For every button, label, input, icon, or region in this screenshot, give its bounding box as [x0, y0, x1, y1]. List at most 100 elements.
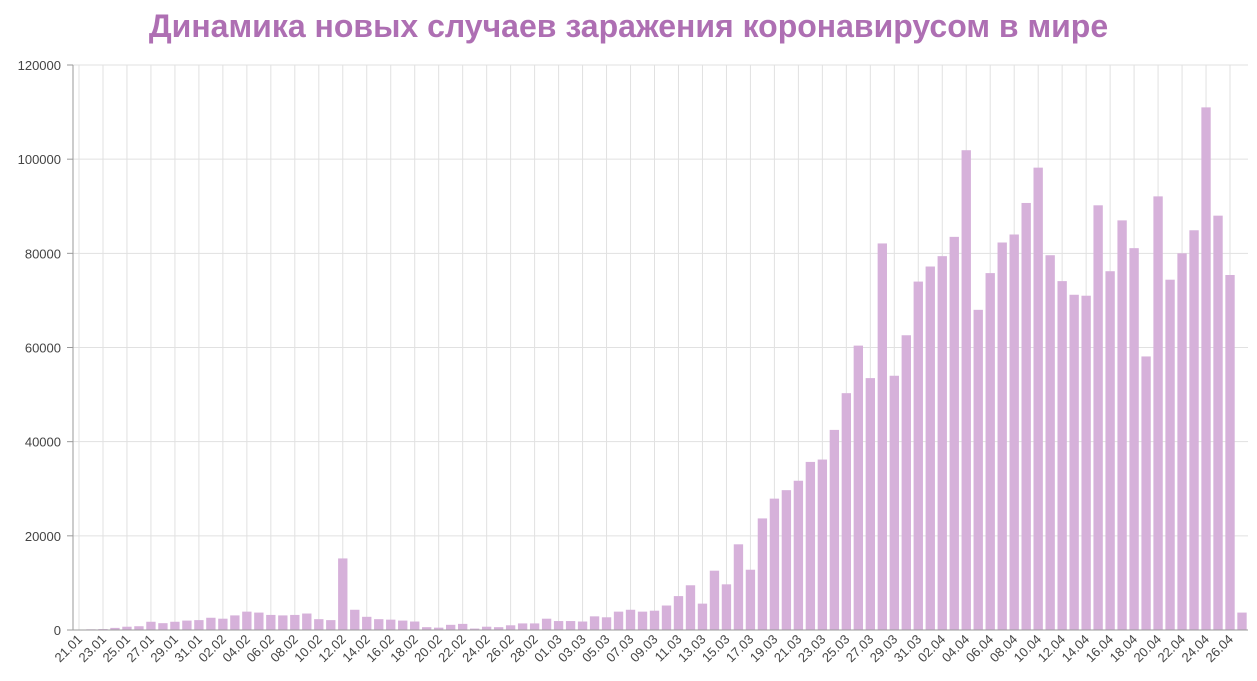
y-tick-label: 40000	[25, 435, 61, 450]
bar	[985, 273, 995, 630]
x-tick-label: 26.04	[1203, 632, 1237, 666]
bar	[541, 618, 552, 630]
bar	[673, 596, 684, 630]
bar	[350, 609, 360, 630]
bar	[1225, 274, 1235, 630]
bar	[1081, 295, 1091, 630]
bar	[1093, 205, 1103, 630]
bar	[913, 281, 923, 630]
bar	[1105, 271, 1115, 630]
bar	[1009, 234, 1019, 630]
bar	[1021, 202, 1031, 630]
bar	[314, 619, 324, 630]
bar	[242, 611, 252, 630]
bar	[829, 429, 840, 630]
bar	[446, 624, 456, 630]
y-tick-label: 60000	[25, 341, 61, 356]
bar	[853, 345, 864, 630]
bar	[1033, 167, 1043, 630]
bar	[937, 256, 947, 630]
bar	[1189, 230, 1199, 630]
bar	[697, 603, 708, 630]
bar	[805, 461, 816, 630]
bar	[709, 570, 720, 630]
bar	[733, 544, 744, 630]
bar	[565, 621, 576, 630]
bar	[1213, 215, 1223, 630]
y-tick-label: 100000	[18, 152, 61, 167]
bar	[374, 619, 384, 630]
bar	[338, 558, 348, 630]
bar	[589, 616, 600, 630]
bar	[386, 619, 396, 630]
bar	[637, 611, 648, 630]
bar	[1141, 356, 1151, 630]
bar	[230, 615, 240, 630]
bar	[1165, 279, 1175, 630]
bar	[793, 480, 804, 630]
bar	[469, 628, 480, 630]
bar	[1201, 107, 1211, 630]
bar	[290, 614, 300, 630]
bar	[326, 620, 336, 630]
bar	[685, 585, 696, 630]
bar	[266, 614, 276, 630]
bar	[110, 627, 120, 630]
bar	[122, 626, 132, 630]
bar	[254, 612, 264, 630]
bar	[781, 490, 792, 630]
bar	[182, 620, 192, 630]
bar	[757, 518, 768, 630]
bar	[841, 393, 852, 630]
axes	[67, 64, 1248, 631]
bar	[1057, 281, 1067, 630]
bar	[889, 375, 899, 630]
y-tick-label: 20000	[25, 529, 61, 544]
bar	[661, 605, 672, 630]
bar	[517, 623, 528, 630]
bar	[529, 623, 540, 630]
bar	[493, 627, 504, 630]
bar	[505, 625, 516, 630]
bar	[613, 611, 624, 630]
bar	[206, 617, 216, 630]
bar	[1117, 220, 1127, 630]
bar	[158, 623, 168, 630]
x-tick-labels: 21.0123.0125.0127.0129.0131.0102.0204.02…	[51, 632, 1236, 666]
bar	[649, 610, 660, 630]
bar	[961, 150, 971, 631]
bar	[1129, 248, 1139, 630]
bar	[1069, 294, 1079, 630]
bar	[194, 620, 204, 630]
bar	[817, 459, 828, 630]
bar	[146, 621, 156, 630]
bar	[170, 621, 180, 630]
bar	[925, 266, 935, 630]
bar	[553, 621, 564, 630]
bar	[134, 626, 144, 630]
x-tick-label: 09.03	[627, 632, 661, 666]
bar	[481, 626, 492, 630]
y-tick-label: 80000	[25, 246, 61, 261]
y-tick-labels: 0 20000 40000 60000 80000 100000 120000	[18, 58, 61, 638]
bar	[625, 609, 636, 630]
bar	[601, 617, 612, 630]
bar	[721, 584, 732, 630]
bar	[769, 498, 780, 630]
bar	[865, 378, 875, 630]
bar	[362, 616, 372, 630]
bar	[1045, 255, 1055, 630]
bar	[434, 627, 444, 630]
bar	[1237, 612, 1247, 630]
bars	[74, 107, 1247, 631]
bar	[949, 236, 959, 630]
bar	[1153, 196, 1163, 631]
bar	[410, 621, 420, 630]
bar	[398, 620, 408, 630]
bar	[302, 613, 312, 630]
bar	[973, 309, 983, 630]
bar	[422, 627, 432, 630]
bar	[997, 242, 1007, 631]
y-tick-label: 120000	[18, 58, 61, 73]
bar	[457, 623, 468, 630]
